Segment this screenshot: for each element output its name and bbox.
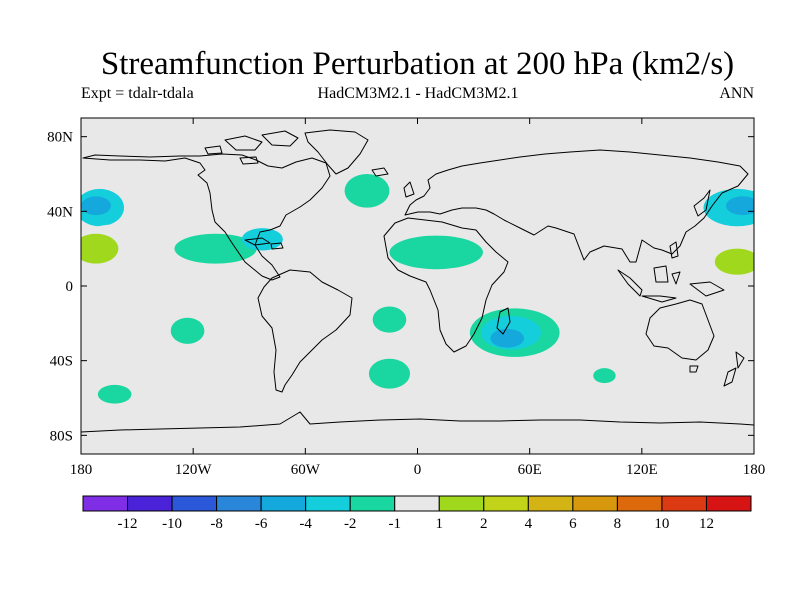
lon-tick-label: 60E <box>518 462 542 478</box>
colorbar-swatch <box>171 495 218 512</box>
colorbar-swatch <box>394 495 440 512</box>
colorbar-swatch <box>349 495 396 512</box>
anomaly-patch <box>97 384 132 404</box>
lon-tick-label: 180 <box>70 462 93 478</box>
colorbar-label: -6 <box>255 516 268 532</box>
colorbar <box>82 495 752 512</box>
anomaly-patch <box>372 306 407 333</box>
lon-tick-label: 180 <box>743 462 766 478</box>
model-comparison-label: HadCM3M2.1 - HadCM3M2.1 <box>317 85 519 102</box>
colorbar-swatch <box>616 495 663 512</box>
anomaly-patch <box>81 233 119 264</box>
lat-tick-label: 40N <box>47 204 73 220</box>
colorbar-label: -2 <box>344 516 357 532</box>
anomaly-patch <box>389 235 483 270</box>
plot-title: Streamfunction Perturbation at 200 hPa (… <box>100 46 735 82</box>
anomaly-patch <box>490 328 525 348</box>
colorbar-label: -8 <box>210 516 223 532</box>
colorbar-swatch <box>438 495 485 512</box>
lon-tick-label: 120W <box>175 462 213 478</box>
colorbar-swatch <box>661 495 707 512</box>
season-label: ANN <box>719 85 754 102</box>
anomaly-patch <box>324 237 354 257</box>
anomaly-patch <box>174 233 257 264</box>
anomaly-patch <box>368 358 411 389</box>
axis-ticks <box>80 118 755 454</box>
colorbar-swatch <box>216 495 262 512</box>
anomaly-patch <box>520 190 633 225</box>
anomaly-patch <box>490 377 513 389</box>
colorbar-label: 12 <box>699 516 714 532</box>
anomaly-patch <box>252 373 295 408</box>
lat-tick-label: 80S <box>50 428 73 444</box>
colorbar-swatch <box>572 495 618 512</box>
coastlines <box>81 129 754 433</box>
lon-tick-label: 120E <box>626 462 658 478</box>
colorbar-swatch <box>305 495 351 512</box>
anomaly-patch <box>714 248 754 275</box>
anomaly-patch <box>458 198 526 217</box>
anomaly-patch <box>725 196 754 216</box>
colorbar-swatch <box>82 495 129 512</box>
latitude-labels: 80N 40N 0 40S 80S <box>47 130 73 445</box>
anomaly-patch <box>241 228 283 251</box>
lon-tick-label: 0 <box>414 462 422 478</box>
anomaly-patch <box>81 196 111 216</box>
longitude-labels: 180 120W 60W 0 60E 120E 180 <box>70 462 766 478</box>
colorbar-label: -4 <box>299 516 312 532</box>
colorbar-label: 10 <box>654 516 669 532</box>
anomaly-patch <box>170 317 205 344</box>
colorbar-label: 4 <box>525 516 533 532</box>
lon-tick-label: 60W <box>291 462 321 478</box>
lat-tick-label: 0 <box>66 279 74 295</box>
colorbar-label: 2 <box>480 516 488 532</box>
colorbar-label: 8 <box>614 516 622 532</box>
colorbar-label: 6 <box>569 516 577 532</box>
colorbar-swatch <box>483 495 529 512</box>
colorbar-swatch <box>260 495 307 512</box>
colorbar-swatch <box>127 495 173 512</box>
anomaly-patch <box>344 174 390 208</box>
colorbar-swatch <box>527 495 574 512</box>
colorbar-labels: -12 -10 -8 -6 -4 -2 -1 1 2 4 6 8 10 12 <box>118 516 714 532</box>
map-background <box>81 118 754 454</box>
anomaly-field <box>81 174 754 408</box>
experiment-label: Expt = tdalr-tdala <box>81 85 194 102</box>
colorbar-swatch <box>705 495 752 512</box>
anomaly-patch <box>593 368 616 384</box>
colorbar-label: -1 <box>388 516 401 532</box>
colorbar-label: 1 <box>436 516 444 532</box>
anomaly-patch <box>679 351 702 370</box>
colorbar-label: -12 <box>118 516 138 532</box>
colorbar-label: -10 <box>162 516 182 532</box>
lat-tick-label: 40S <box>50 354 73 370</box>
lat-tick-label: 80N <box>47 130 73 146</box>
